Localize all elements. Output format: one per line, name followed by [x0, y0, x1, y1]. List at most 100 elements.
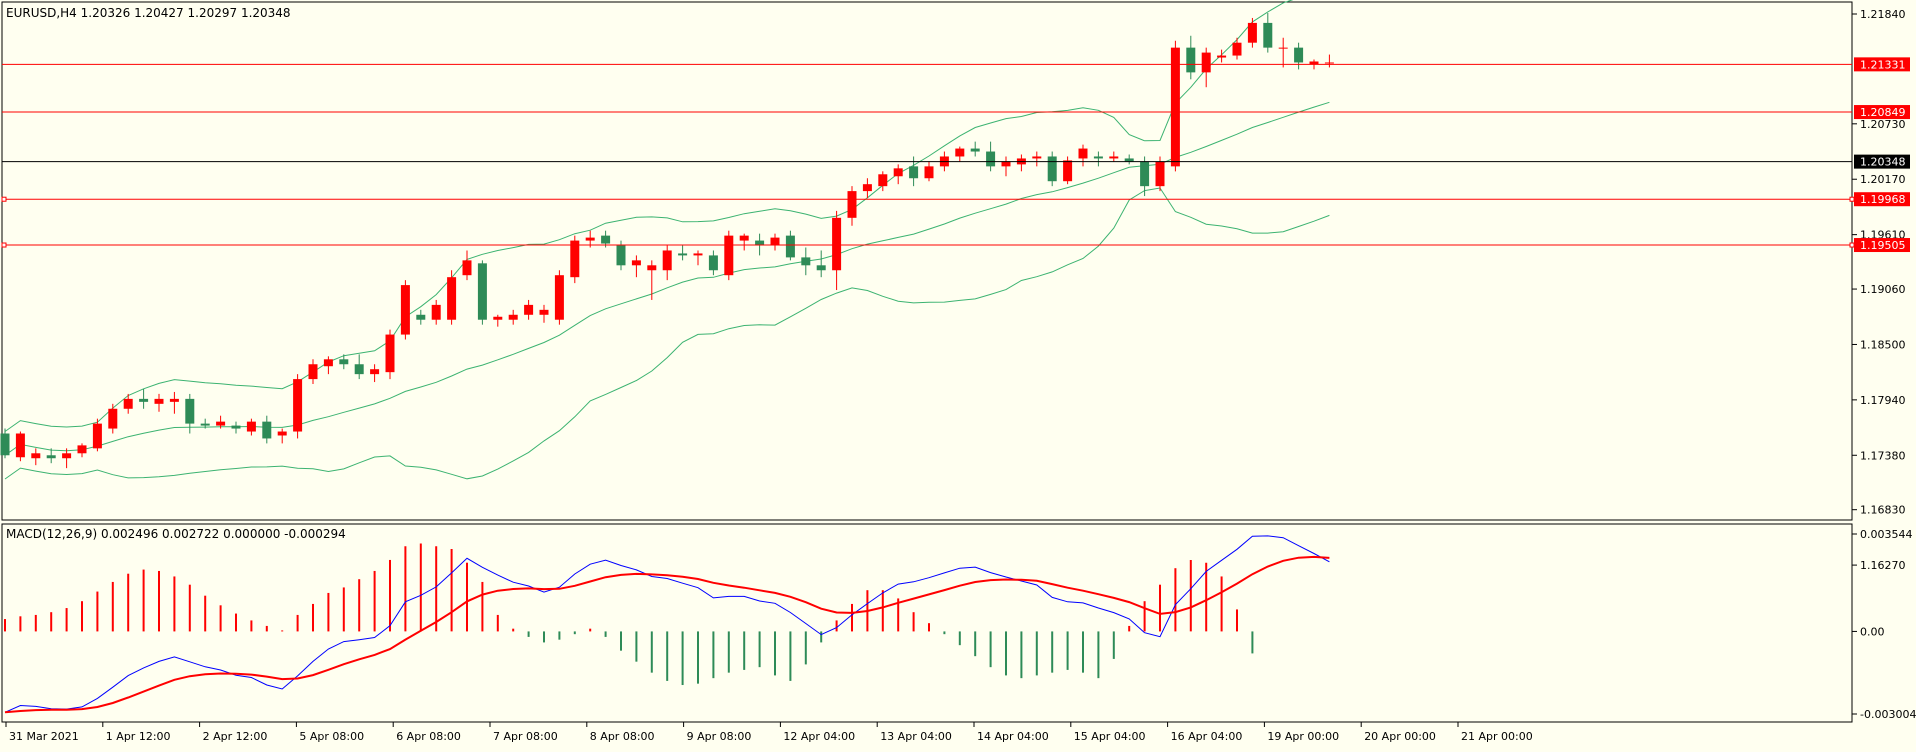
candle-body — [185, 398, 195, 424]
candle-body — [1032, 156, 1042, 159]
candle-body — [447, 277, 457, 320]
macd-axis: 0.003544 0.00 -0.003004 — [1852, 528, 1916, 721]
chart-title: EURUSD,H4 1.20326 1.20427 1.20297 1.2034… — [6, 6, 291, 20]
candle-body — [416, 314, 426, 320]
candle-body — [1201, 52, 1211, 73]
candle — [339, 354, 349, 370]
price-tick-label: 1.20170 — [1860, 173, 1906, 186]
level-line[interactable]: 1.19968 — [1, 192, 1910, 207]
candle — [1247, 17, 1257, 48]
candle — [508, 309, 518, 325]
level-anchor-left[interactable] — [1, 242, 7, 248]
candle — [724, 230, 734, 281]
candle-body — [647, 265, 657, 271]
candle-body — [1217, 55, 1227, 58]
candle-body — [1124, 158, 1134, 162]
time-tick-label: 5 Apr 08:00 — [299, 730, 364, 743]
candle — [293, 374, 303, 439]
level-anchor-right[interactable] — [1849, 196, 1855, 202]
time-tick-label: 16 Apr 04:00 — [1171, 730, 1243, 743]
level-price-tag — [1854, 238, 1910, 253]
candle — [539, 304, 549, 323]
candle-body — [1078, 148, 1088, 159]
candle-body — [31, 453, 41, 459]
candle — [770, 233, 780, 251]
candle-body — [1001, 161, 1011, 167]
candle-body — [493, 316, 503, 320]
candle — [1032, 151, 1042, 167]
candle — [1217, 49, 1227, 63]
candle-body — [15, 433, 25, 458]
candle — [370, 364, 380, 383]
candle-body — [1278, 47, 1288, 49]
candle — [1201, 47, 1211, 88]
candle — [739, 233, 749, 251]
macd-tick-label: -0.003004 — [1860, 708, 1916, 721]
price-tick-label: 1.17940 — [1860, 394, 1906, 407]
candle — [1078, 144, 1088, 167]
time-tick-label: 6 Apr 08:00 — [396, 730, 461, 743]
candle — [801, 247, 811, 276]
price-tick-label: 1.19060 — [1860, 283, 1906, 296]
candle-body — [477, 263, 487, 320]
candle — [693, 250, 703, 266]
candle — [46, 448, 56, 464]
candle-body — [1324, 62, 1334, 64]
price-tick-label: 1.16830 — [1860, 504, 1906, 517]
price-tick-label: 1.17380 — [1860, 449, 1906, 462]
candle-body — [1140, 161, 1150, 187]
time-tick-label: 14 Apr 04:00 — [977, 730, 1049, 743]
time-axis: 31 Mar 2021 1 Apr 12:00 2 Apr 12:00 5 Apr 0… — [5, 722, 1533, 743]
price-tick-label: 1.18500 — [1860, 338, 1906, 351]
candle-body — [0, 433, 10, 456]
level-line[interactable]: 1.19505 — [1, 238, 1910, 253]
candle — [308, 359, 318, 385]
bb-upper-line — [4, 0, 1294, 432]
candle-body — [585, 237, 595, 241]
candle-body — [323, 359, 333, 367]
horizontal-levels[interactable]: 1.21331 1.20849 1.19968 1.19505 1.20348 — [1, 57, 1910, 253]
candle — [200, 418, 210, 429]
level-price-tag — [1854, 192, 1910, 207]
candle-body — [616, 245, 626, 266]
candle — [262, 415, 272, 444]
candle-body — [554, 275, 564, 320]
level-line[interactable]: 1.20849 — [2, 105, 1910, 120]
candle — [169, 391, 179, 414]
candle-body — [246, 421, 256, 432]
candle — [955, 146, 965, 162]
candle-body — [1232, 42, 1242, 56]
candle — [92, 418, 102, 452]
candle-body — [755, 240, 765, 246]
candle — [416, 309, 426, 325]
candle — [893, 164, 903, 185]
candle — [0, 428, 10, 459]
candle — [970, 141, 980, 157]
candle — [354, 354, 364, 380]
candle-body — [216, 421, 226, 426]
candle — [139, 388, 149, 409]
candle — [1001, 156, 1011, 177]
time-tick-label: 13 Apr 04:00 — [880, 730, 952, 743]
time-tick-label: 7 Apr 08:00 — [493, 730, 558, 743]
price-panel-frame — [1, 1, 1853, 521]
level-line[interactable]: 1.21331 — [2, 57, 1910, 72]
candle — [924, 161, 934, 182]
candle-body — [816, 265, 826, 271]
price-tick-label: 1.20730 — [1860, 118, 1906, 131]
level-anchor-left[interactable] — [1, 196, 7, 202]
candle-body — [724, 235, 734, 276]
level-anchor-right[interactable] — [1849, 242, 1855, 248]
price-tick-label: 1.16270 — [1860, 559, 1906, 572]
candle-body — [601, 235, 611, 244]
candle — [1324, 54, 1334, 68]
candle — [816, 250, 826, 278]
candle — [678, 245, 688, 261]
candle — [1278, 37, 1288, 68]
candle — [231, 421, 241, 434]
candle-body — [878, 174, 888, 187]
current-price-label: 1.20348 — [1860, 156, 1906, 169]
